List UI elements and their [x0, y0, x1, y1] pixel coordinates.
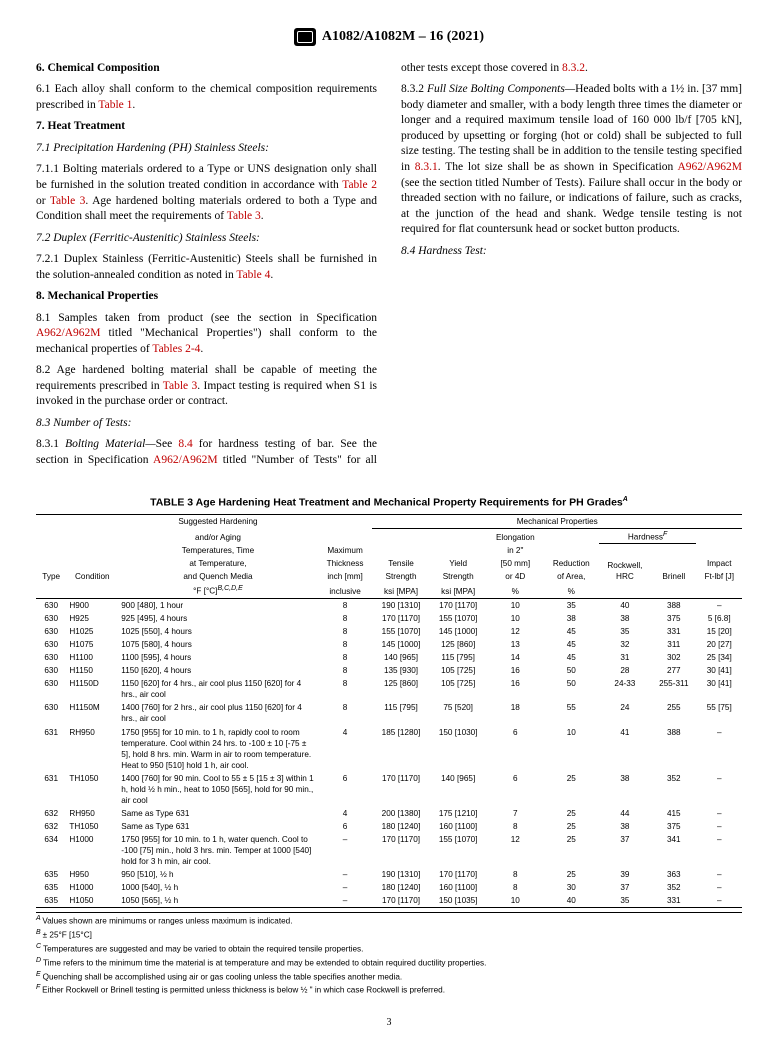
th-condition: Condition	[66, 514, 118, 583]
link-table3c[interactable]: Table 3	[163, 380, 198, 392]
sec8-4-title: 8.4 Hardness Test:	[401, 244, 742, 260]
sec8-title: 8. Mechanical Properties	[36, 289, 377, 305]
link-8-3-2[interactable]: 8.3.2	[562, 62, 585, 74]
link-table2[interactable]: Table 2	[342, 179, 377, 191]
link-a962b[interactable]: A962/A962M	[153, 454, 218, 466]
link-table3b[interactable]: Table 3	[227, 210, 261, 222]
link-8-3-1[interactable]: 8.3.1	[415, 161, 438, 173]
th-type: Type	[36, 514, 66, 583]
link-a962c[interactable]: A962/A962M	[677, 161, 742, 173]
table-row: 630H10751075 [580], 4 hours8145 [1000]12…	[36, 638, 742, 651]
body-columns: 6. Chemical Composition 6.1 Each alloy s…	[36, 61, 742, 481]
sec7-2-1: 7.2.1 Duplex Stainless (Ferritic-Austeni…	[36, 252, 377, 283]
table3-notes: A Values shown are minimums or ranges un…	[36, 912, 742, 996]
table-row: 630H925925 [495], 4 hours8170 [1170]155 …	[36, 612, 742, 625]
th-mechprops: Mechanical Properties	[372, 514, 742, 528]
table-row: 630H1150M1400 [760] for 2 hrs., air cool…	[36, 701, 742, 725]
sec8-3-title: 8.3 Number of Tests:	[36, 416, 377, 432]
astm-logo	[294, 28, 316, 46]
th-sugg: Suggested Hardening	[118, 514, 317, 528]
table-row: 630H900900 [480], 1 hour8190 [1310]170 […	[36, 598, 742, 612]
table-row: 630H1150D1150 [620] for 4 hrs., air cool…	[36, 677, 742, 701]
page-header: A1082/A1082M – 16 (2021)	[36, 28, 742, 47]
sec8-2: 8.2 Age hardened bolting material shall …	[36, 363, 377, 410]
table-row: 635H10501050 [565], ½ h–170 [1170]150 [1…	[36, 894, 742, 908]
sec7-title: 7. Heat Treatment	[36, 119, 377, 135]
page-number: 3	[36, 1016, 742, 1030]
table-row: 630H10251025 [550], 4 hours8155 [1070]14…	[36, 625, 742, 638]
sec8-3-2: 8.3.2 Full Size Bolting Components—Heade…	[401, 82, 742, 237]
table3-title: TABLE 3 Age Hardening Heat Treatment and…	[36, 495, 742, 510]
link-tables24[interactable]: Tables 2-4	[152, 343, 200, 355]
sec6-1: 6.1 Each alloy shall conform to the chem…	[36, 82, 377, 113]
spec-number: A1082/A1082M – 16 (2021)	[322, 28, 484, 47]
link-8-4[interactable]: 8.4	[178, 438, 192, 450]
table-row: 632RH950Same as Type 6314200 [1380]175 […	[36, 807, 742, 820]
table-row: 635H10001000 [540], ½ h–180 [1240]160 [1…	[36, 881, 742, 894]
sec7-1-1: 7.1.1 Bolting materials ordered to a Typ…	[36, 162, 377, 224]
table-row: 631RH9501750 [955] for 10 min. to 1 h, r…	[36, 726, 742, 772]
link-table4[interactable]: Table 4	[236, 269, 270, 281]
table-row: 635H950950 [510], ½ h–190 [1310]170 [117…	[36, 868, 742, 881]
sec7-1-title: 7.1 Precipitation Hardening (PH) Stainle…	[36, 141, 377, 157]
table-row: 631TH10501400 [760] for 90 min. Cool to …	[36, 772, 742, 807]
sec8-1: 8.1 Samples taken from product (see the …	[36, 311, 377, 358]
table-row: 634H10001750 [955] for 10 min. to 1 h, w…	[36, 833, 742, 868]
table-row: 632TH1050Same as Type 6316180 [1240]160 …	[36, 820, 742, 833]
link-table3[interactable]: Table 3	[50, 195, 86, 207]
sec7-2-title: 7.2 Duplex (Ferritic-Austenitic) Stainle…	[36, 231, 377, 247]
table-row: 630H11001100 [595], 4 hours8140 [965]115…	[36, 651, 742, 664]
link-a962[interactable]: A962/A962M	[36, 327, 101, 339]
sec6-title: 6. Chemical Composition	[36, 61, 377, 77]
table3: Type Condition Suggested Hardening Mecha…	[36, 514, 742, 909]
table-row: 630H11501150 [620], 4 hours8135 [930]105…	[36, 664, 742, 677]
link-table1[interactable]: Table 1	[98, 99, 132, 111]
